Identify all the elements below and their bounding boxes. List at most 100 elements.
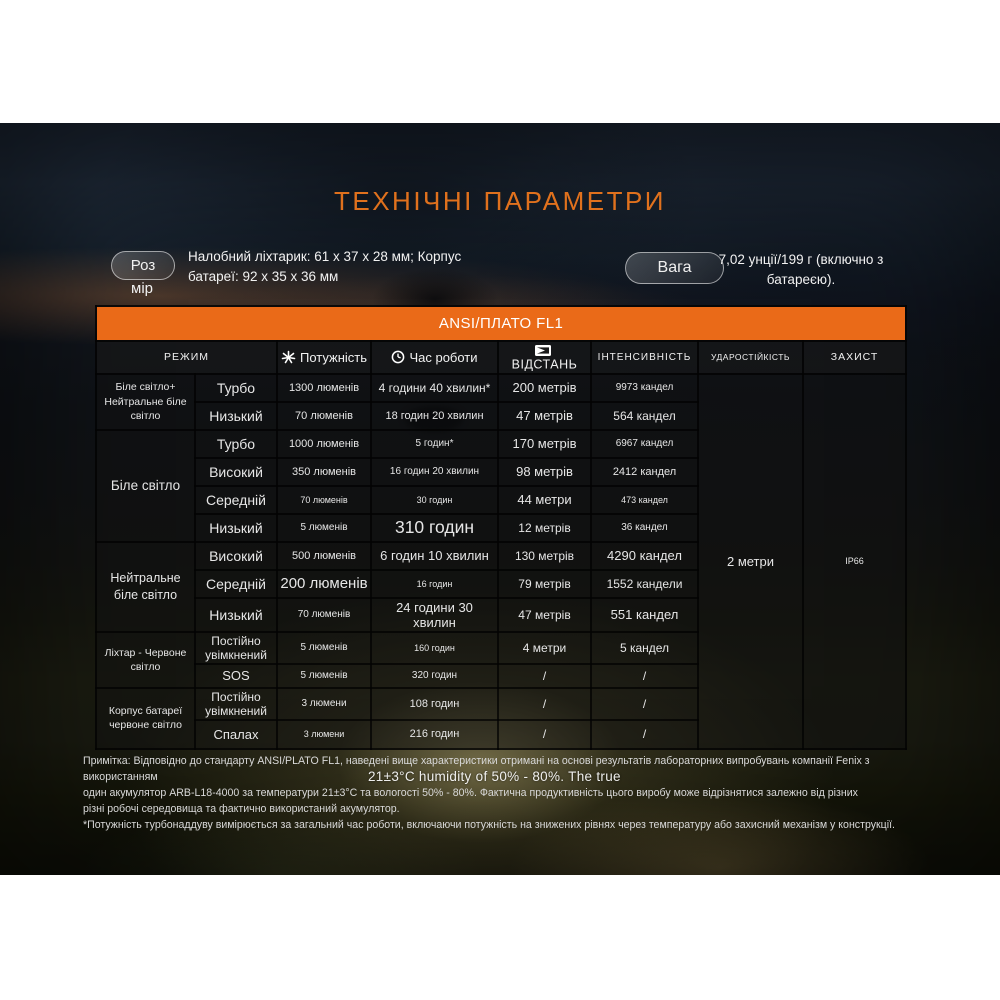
distance-cell: 47 метрів [497,400,592,431]
spec-table: ANSI/ПЛАТО FL1 РЕЖИМ Потужність [94,305,908,750]
power-cell: 70 люменів [276,400,372,431]
table-row: Середній 200 люменів 16 годин 79 метрів … [96,568,906,599]
distance-cell: / [497,718,592,750]
runtime-cell: 24 години 30 хвилин [370,596,499,633]
power-cell: 200 люменів [276,568,372,599]
intensity-cell: / [590,662,699,689]
runtime-cell: 5 годин* [370,428,499,459]
distance-cell: 44 метри [497,484,592,515]
intensity-cell: 473 кандел [590,484,699,515]
page-title: ТЕХНІЧНІ ПАРАМЕТРИ [333,186,666,216]
beam-icon [534,345,551,356]
distance-cell: 47 метрів [497,596,592,633]
table-row: Низький 5 люменів 310 годин 12 метрів 36… [96,512,906,543]
intensity-cell: 4290 кандел [590,540,699,571]
mode-cell: Низький [194,400,278,431]
note-line: один акумулятор ARB-L18-4000 за температ… [83,787,858,799]
intensity-cell: 6967 кандел [590,428,699,459]
group-cell-red-light: Ліхтар - Червоне світло [95,630,196,689]
table-row: Біле світло Турбо 1000 люменів 5 годин* … [95,428,906,543]
intensity-cell: 1552 кандели [590,568,699,599]
spec-table-wrap: ANSI/ПЛАТО FL1 РЕЖИМ Потужність [94,305,908,750]
distance-cell: 170 метрів [497,428,592,459]
power-cell: 350 люменів [276,456,372,487]
distance-cell: / [497,686,592,721]
mode-cell: Низький [194,512,278,543]
group-cell-white-plus-neutral: Біле світло+ Нейтральне біле світло [95,372,196,431]
power-cell: 3 люмени [276,718,372,750]
footnotes: Примітка: Відповідно до стандарту ANSI/P… [83,753,933,833]
power-cell: 5 люменів [276,512,372,543]
table-row: Ліхтар - Червоне світло Постійно увімкне… [95,630,906,689]
mode-cell: Високий [194,540,278,571]
group-cell-neutral-white: Нейтральне біле світло [95,540,196,633]
runtime-cell: 320 годин [370,662,499,689]
note-line: *Потужність турбонаддуву вимірюється за … [83,819,895,831]
burst-icon [281,351,296,364]
mode-cell: Турбо [194,372,278,403]
size-value: Налобний ліхтарик: 61 x 37 x 28 мм; Корп… [188,249,462,284]
col-header-power: Потужність [276,340,372,375]
table-row: Нейтральне біле світло Високий 500 люмен… [95,540,906,633]
note-line: Примітка: Відповідно до стандарту ANSI/P… [83,755,870,767]
distance-cell: 79 метрів [497,568,592,599]
table-row: Корпус батареї червоне світло Постійно у… [95,686,906,750]
impact-value-cell: 2 метри [697,372,804,750]
table-row: Біле світло+ Нейтральне біле світло Турб… [95,372,908,750]
runtime-cell: 108 годин [370,686,499,721]
runtime-cell: 30 годин [370,484,499,515]
mode-cell: Середній [194,568,278,599]
intensity-cell: / [590,686,699,721]
table-row: Спалах 3 люмени 216 годин / / [96,718,906,750]
power-cell: 5 люменів [276,662,372,689]
col-header-protection: ЗАХИСТ [801,340,908,375]
distance-cell: / [497,662,592,689]
intensity-cell: 2412 кандел [590,456,699,487]
runtime-cell: 160 годин [370,630,499,665]
runtime-cell: 16 годин [370,568,499,599]
mode-cell: Постійно увімкнений [194,630,278,665]
runtime-cell: 4 години 40 хвилин* [370,372,499,403]
mode-cell: Високий [194,456,278,487]
col-header-mode: РЕЖИМ [95,340,278,375]
runtime-cell: 6 годин 10 хвилин [370,540,499,571]
weight-pill-label: Вага [657,259,692,276]
col-header-distance: ВІДСТАНЬ [497,340,592,375]
table-row: Високий 350 люменів 16 годин 20 хвилин 9… [96,456,906,487]
mode-cell: Спалах [194,718,278,750]
power-cell: 1000 люменів [276,428,372,459]
distance-cell: 200 метрів [497,372,592,403]
power-cell: 70 люменів [276,484,372,515]
table-row: Низький 70 люменів 24 години 30 хвилин 4… [96,596,906,633]
clock-icon [392,350,405,364]
intensity-cell: 5 кандел [590,630,699,665]
power-cell: 500 люменів [276,540,372,571]
intensity-cell: 36 кандел [590,512,699,543]
protection-value-cell: IP66 [801,372,908,750]
power-cell: 70 люменів [276,596,372,633]
power-cell: 5 люменів [276,630,372,665]
runtime-cell: 18 годин 20 хвилин [370,400,499,431]
intensity-cell: 551 кандел [590,596,699,633]
distance-cell: 12 метрів [497,512,592,543]
distance-cell: 130 метрів [497,540,592,571]
power-cell: 1300 люменів [276,372,372,403]
mode-cell: Середній [194,484,278,515]
col-header-impact: УДАРОСТІЙКІСТЬ [697,340,804,375]
mode-cell: Постійно увімкнений [194,686,278,721]
power-cell: 3 люмени [276,686,372,721]
size-pill-label: Роз [130,257,156,274]
runtime-cell: 216 годин [370,718,499,750]
mode-cell: Турбо [194,428,278,459]
group-cell-battery-red: Корпус батареї червоне світло [95,686,196,750]
col-header-runtime: Час роботи [370,340,499,375]
intensity-cell: / [590,718,699,750]
size-pill-label-line2: мір [131,280,153,297]
mode-cell: SOS [194,662,278,689]
weight-value: 7,02 унції/199 г (включно з батареєю). [718,252,884,287]
english-overlay-text: 21±3°C humidity of 50% - 80%. The true [368,769,621,784]
distance-cell: 98 метрів [497,456,592,487]
table-row: Низький 70 люменів 18 годин 20 хвилин 47… [96,400,906,431]
intensity-cell: 564 кандел [590,400,699,431]
